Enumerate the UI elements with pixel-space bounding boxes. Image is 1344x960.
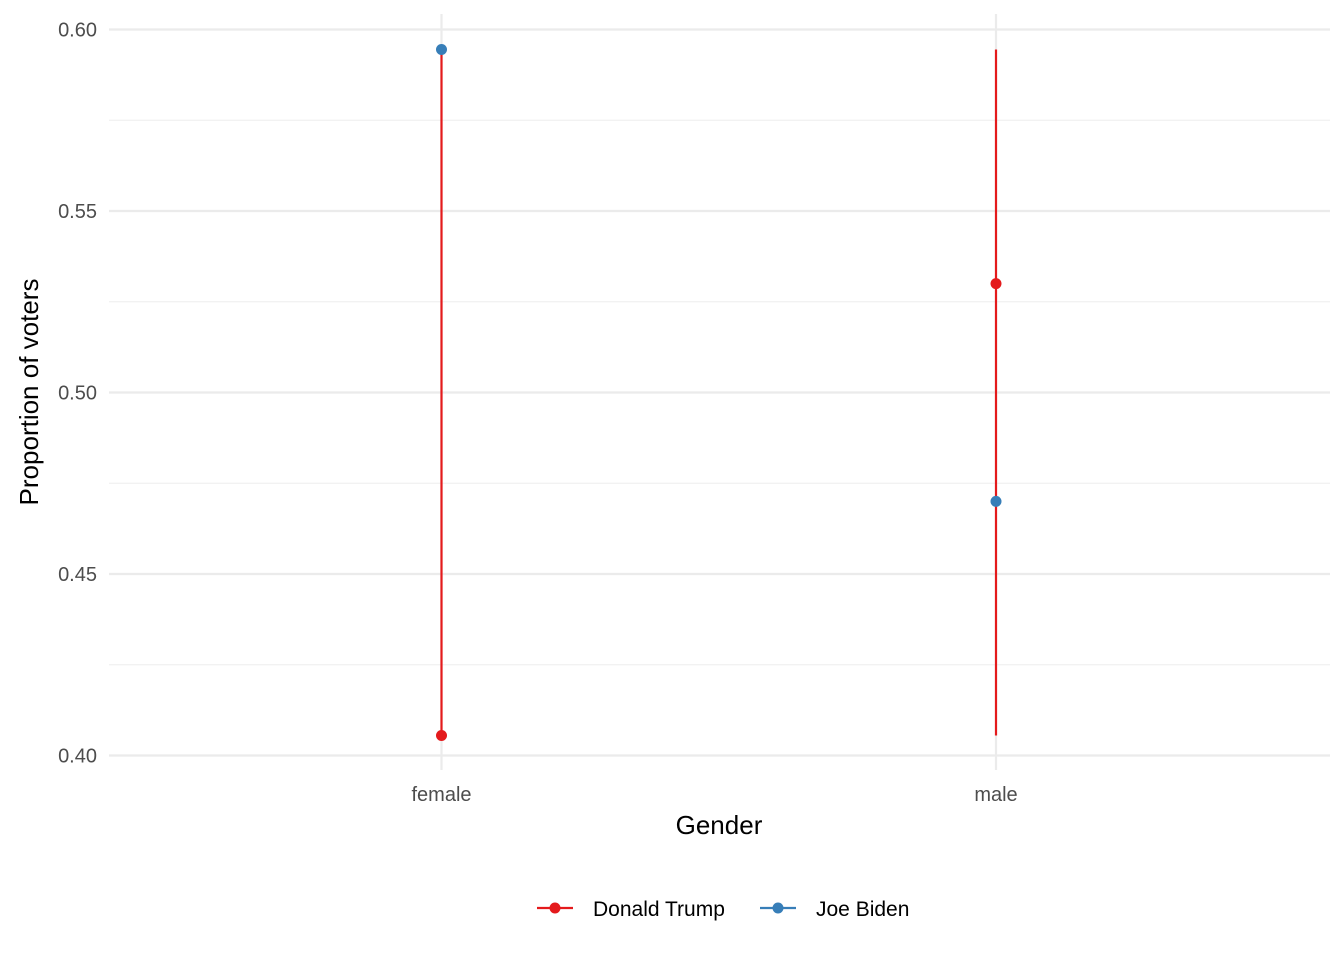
legend-item[interactable]: Donald Trump <box>537 898 725 921</box>
y-axis-tick-labels: 0.40 0.45 0.50 0.55 0.60 <box>58 20 97 768</box>
y-tick-label: 0.45 <box>58 564 97 586</box>
data-point <box>990 278 1002 290</box>
legend-key-point <box>549 902 561 914</box>
legend-item[interactable]: Joe Biden <box>760 898 909 921</box>
data-points <box>436 43 1002 742</box>
x-axis-tick-labels: female male <box>411 784 1017 806</box>
legend-key-point <box>772 902 784 914</box>
data-point <box>990 495 1002 507</box>
x-tick-label: male <box>974 784 1017 806</box>
data-point <box>436 730 447 742</box>
y-tick-label: 0.50 <box>58 383 97 405</box>
range-lines <box>440 49 998 736</box>
y-tick-label: 0.55 <box>58 201 97 223</box>
major-gridlines <box>109 14 1330 770</box>
x-tick-label: female <box>411 784 471 806</box>
y-tick-label: 0.40 <box>58 746 97 768</box>
y-axis-title: Proportion of voters <box>14 279 44 506</box>
data-point <box>436 43 447 55</box>
y-tick-label: 0.60 <box>58 20 97 42</box>
legend-label: Donald Trump <box>593 898 725 921</box>
minor-gridlines <box>109 119 1330 666</box>
legend-label: Joe Biden <box>816 898 909 921</box>
x-axis-title: Gender <box>676 810 763 840</box>
legend[interactable]: Donald Trump Joe Biden <box>537 898 909 921</box>
